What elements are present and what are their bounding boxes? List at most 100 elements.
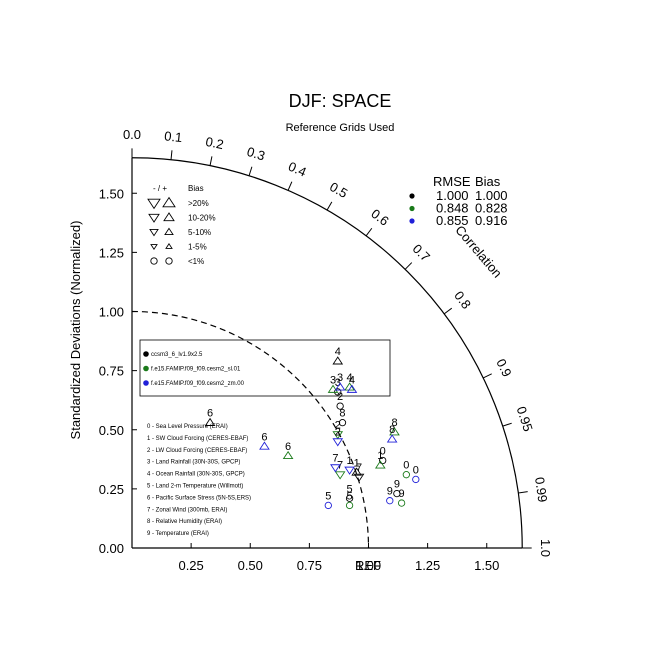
y-tick-label: 1.50 bbox=[99, 186, 124, 201]
data-marker-label: 0 bbox=[380, 445, 386, 457]
y-tick-label: 0.25 bbox=[99, 482, 124, 497]
correlation-axis-label: Correlation bbox=[452, 222, 505, 280]
data-marker-label: 3 bbox=[337, 372, 343, 384]
corr-tick bbox=[443, 307, 453, 315]
data-marker-label: 8 bbox=[389, 424, 395, 436]
corr-tick bbox=[326, 201, 333, 211]
data-marker-label: 5 bbox=[325, 490, 331, 502]
data-marker bbox=[330, 464, 341, 473]
bias-legend-label: 5-10% bbox=[188, 228, 211, 237]
bias-legend-title: Bias bbox=[188, 184, 204, 193]
data-marker bbox=[336, 402, 344, 410]
data-marker bbox=[334, 471, 346, 480]
data-marker-label: 4 bbox=[347, 372, 353, 384]
bias-legend-label: >20% bbox=[188, 199, 209, 208]
corr-tick-label: 0.3 bbox=[245, 144, 267, 164]
case-legend-marker bbox=[143, 380, 149, 386]
corr-tick-label: 0.5 bbox=[327, 179, 350, 201]
data-marker bbox=[332, 431, 344, 440]
data-marker-label: 1 bbox=[377, 450, 383, 462]
data-marker-label: 7 bbox=[337, 460, 343, 472]
data-marker bbox=[259, 441, 270, 450]
data-marker bbox=[282, 450, 294, 460]
ref-label: REF bbox=[355, 558, 381, 573]
bias-legend-plus-marker bbox=[165, 242, 173, 249]
stats-row-marker bbox=[409, 218, 415, 224]
corr-tick-label: 0.0 bbox=[123, 127, 141, 142]
bias-legend-minus-marker bbox=[150, 244, 158, 251]
case-legend-marker bbox=[143, 365, 149, 372]
x-tick-label: 1.50 bbox=[474, 558, 499, 573]
bias-legend-label: <1% bbox=[188, 257, 204, 266]
data-marker-label: 7 bbox=[356, 462, 362, 474]
corr-tick-label: 0.2 bbox=[204, 134, 225, 152]
corr-tick bbox=[482, 373, 492, 379]
corr-tick-label: 0.9 bbox=[493, 356, 514, 379]
bias-legend: - / + Bias >20% 10-20% 5-10% 1-5% <1% bbox=[147, 184, 216, 266]
data-marker-label: 9 bbox=[394, 479, 400, 491]
data-marker-label: 2 bbox=[337, 391, 343, 403]
data-marker-label: 1 bbox=[347, 455, 353, 467]
bias-legend-plus-marker bbox=[162, 196, 176, 208]
reference-arc bbox=[131, 310, 370, 549]
corr-tick-label: 0.99 bbox=[532, 476, 550, 503]
data-marker-label: 3 bbox=[330, 375, 336, 387]
data-marker bbox=[324, 501, 332, 510]
corr-tick bbox=[287, 181, 293, 191]
x-tick-label: 0.75 bbox=[297, 558, 322, 573]
stats-rmse-header: RMSE bbox=[433, 174, 471, 189]
bias-legend-minus-marker bbox=[150, 257, 158, 265]
data-marker bbox=[334, 388, 342, 396]
variable-legend-item: 0 - Sea Level Pressure (ERAI) bbox=[147, 424, 228, 430]
data-marker bbox=[345, 501, 354, 510]
bias-legend-plus-marker bbox=[163, 212, 175, 222]
data-marker bbox=[386, 434, 398, 443]
stats-rmse: 0.848 bbox=[436, 201, 469, 216]
variable-legend-item: 6 - Pacific Surface Stress (5N-5S,ERS) bbox=[147, 495, 251, 501]
data-marker-label: 0 bbox=[403, 460, 409, 472]
data-marker bbox=[344, 466, 355, 475]
stats-rmse: 0.855 bbox=[436, 213, 469, 228]
y-tick-label: 1.00 bbox=[99, 305, 124, 320]
case-legend: ccsm3_6_lv1.9x2.5 f.e15.FAMIP.f09_f09.ces… bbox=[139, 339, 391, 397]
bias-legend-label: 10-20% bbox=[188, 214, 216, 223]
data-marker bbox=[332, 438, 344, 447]
x-tick-label: 0.25 bbox=[178, 558, 203, 573]
data-marker bbox=[397, 499, 406, 507]
stats-bias-header: Bias bbox=[475, 174, 501, 189]
data-marker bbox=[402, 471, 410, 479]
correlation-ticks: 0.0 0.1 0.2 0.3 0.4 0.5 0.6 0.7 0.8 0.9 0.95 0.99 1.… bbox=[123, 127, 553, 557]
data-marker-label: 0 bbox=[413, 464, 419, 476]
x-tick-label: 1.25 bbox=[415, 558, 440, 573]
corr-tick bbox=[518, 491, 528, 494]
data-marker bbox=[353, 473, 365, 482]
stats-row-marker bbox=[409, 193, 415, 199]
data-marker-label: 5 bbox=[347, 490, 353, 502]
y-tick-label: 1.25 bbox=[99, 245, 124, 260]
y-tick-label: 0.00 bbox=[99, 541, 124, 556]
stats-row-marker bbox=[409, 205, 415, 212]
data-marker-label: 3 bbox=[335, 377, 341, 389]
x-tick-label: 0.50 bbox=[238, 558, 263, 573]
chart-title: DJF: SPACE bbox=[289, 91, 392, 111]
x-tick-label: 1.00 bbox=[356, 558, 381, 573]
data-marker-label: 8 bbox=[391, 417, 397, 429]
variable-legend-item: 3 - Land Rainfall (30N-30S, GPCP) bbox=[147, 460, 240, 466]
variable-legend-item: 2 - LW Cloud Forcing (CERES-EBAF) bbox=[147, 448, 247, 454]
corr-tick bbox=[209, 156, 213, 166]
data-marker bbox=[346, 384, 358, 393]
case-legend-label: f.e15.FAMIP.f09_f09.cesm2_sl.01 bbox=[151, 367, 241, 373]
corr-tick bbox=[502, 422, 512, 427]
stats-bias: 0.916 bbox=[475, 213, 508, 228]
stats-bias: 1.000 bbox=[475, 188, 508, 203]
plot-frame bbox=[131, 157, 523, 549]
data-marker-label: 5 bbox=[347, 483, 353, 495]
outer-arc bbox=[131, 157, 523, 549]
bias-legend-sign: - / + bbox=[153, 184, 167, 193]
chart-subtitle: Reference Grids Used bbox=[286, 122, 395, 134]
variable-legend-item: 9 - Temperature (ERAI) bbox=[147, 531, 209, 537]
data-marker bbox=[386, 497, 394, 505]
data-marker bbox=[393, 489, 401, 498]
